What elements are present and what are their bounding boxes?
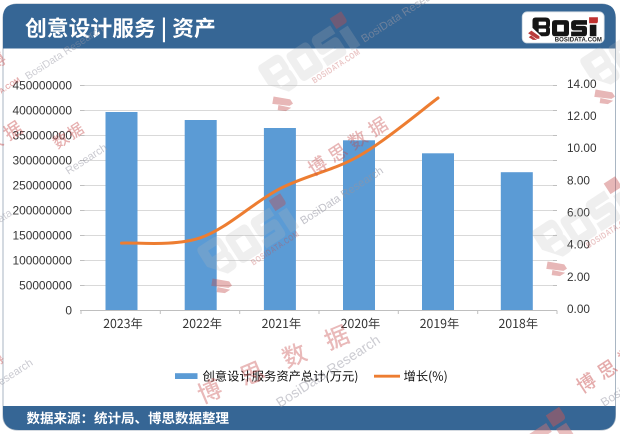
- svg-text:100000000: 100000000: [12, 254, 72, 268]
- svg-text:300000000: 300000000: [12, 154, 72, 168]
- svg-text:400000000: 400000000: [12, 104, 72, 118]
- svg-text:350000000: 350000000: [12, 129, 72, 143]
- svg-text:14.00: 14.00: [567, 77, 597, 91]
- svg-text:12.00: 12.00: [567, 109, 597, 123]
- svg-text:450000000: 450000000: [12, 79, 72, 93]
- svg-text:0: 0: [65, 304, 72, 318]
- svg-text:150000000: 150000000: [12, 229, 72, 243]
- svg-text:0.00: 0.00: [567, 302, 590, 316]
- svg-text:8.00: 8.00: [567, 173, 590, 187]
- svg-text:200000000: 200000000: [12, 204, 72, 218]
- svg-text:BOSIDATA.COM: BOSIDATA.COM: [555, 37, 602, 43]
- svg-text:50000000: 50000000: [19, 279, 72, 293]
- svg-text:10.00: 10.00: [567, 141, 597, 155]
- svg-text:2.00: 2.00: [567, 270, 590, 284]
- svg-text:250000000: 250000000: [12, 179, 72, 193]
